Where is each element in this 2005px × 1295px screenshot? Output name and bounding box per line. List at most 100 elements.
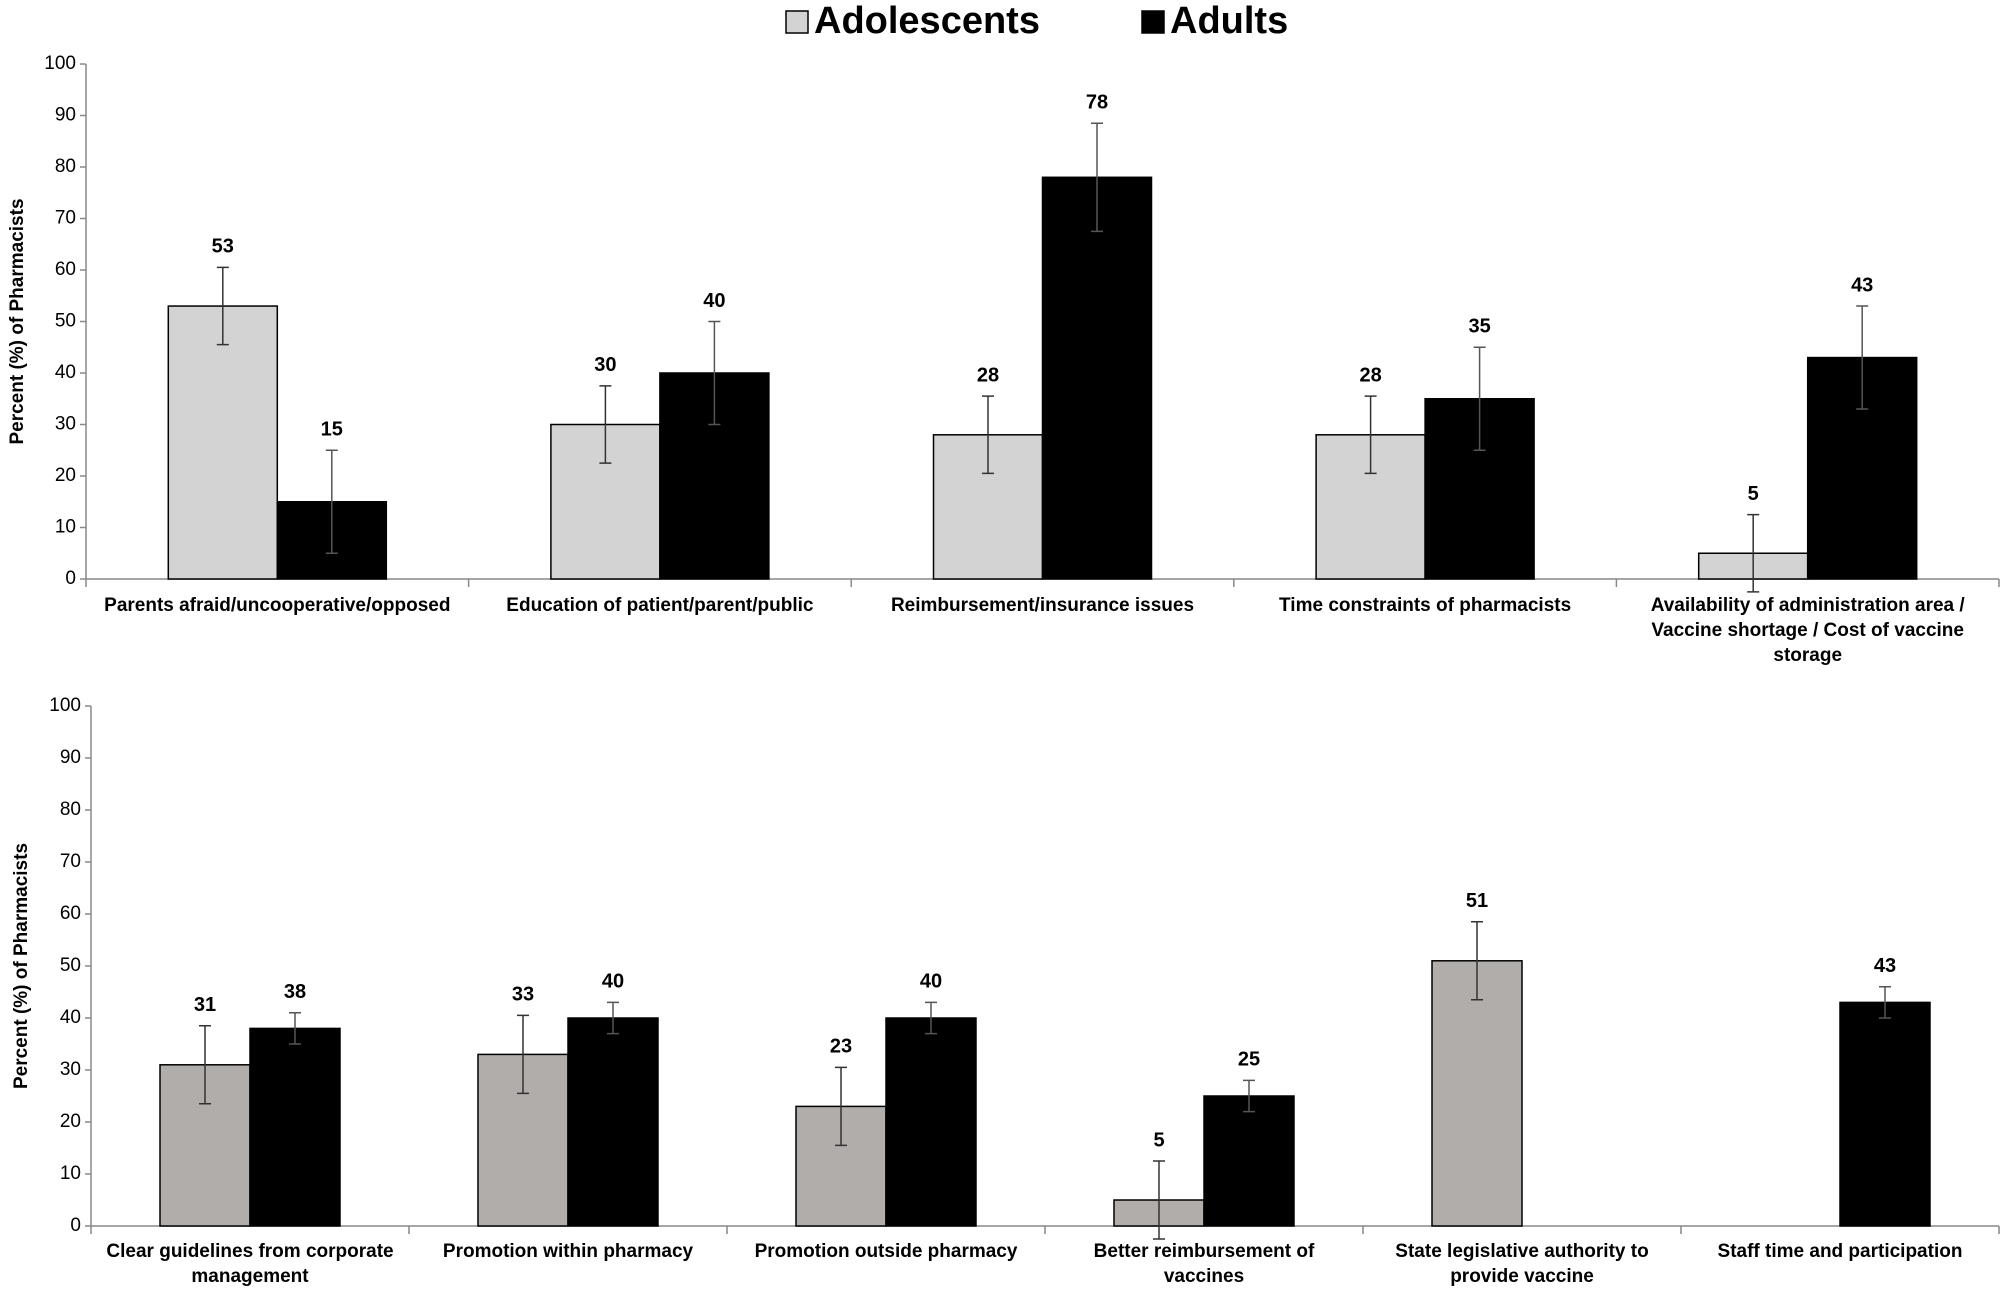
- bar: [1041, 176, 1153, 580]
- bar: [1203, 1095, 1295, 1227]
- text-line: Vaccine shortage / Cost of vaccine: [1651, 620, 1964, 641]
- x-tick-label: Clear guidelines from corporate managemen…: [106, 1241, 393, 1287]
- y-axis-label: Percent (%) of Pharmacists: [7, 198, 28, 444]
- value-label: 51: [1466, 890, 1488, 912]
- x-tick-label: Promotion outside pharmacy: [755, 1241, 1018, 1262]
- value-label: 43: [1874, 955, 1896, 977]
- value-label: 5: [1748, 483, 1759, 505]
- x-tick-label: Staff time and participation: [1718, 1241, 1963, 1262]
- value-label: 25: [1238, 1049, 1260, 1071]
- y-tick-label: 40: [55, 362, 76, 383]
- error-bar: [1856, 305, 1869, 410]
- y-tick-label: 10: [60, 1163, 81, 1184]
- bar: [567, 1017, 659, 1227]
- y-tick-label: 50: [60, 955, 81, 976]
- y-tick-label: 80: [60, 799, 81, 820]
- text-line: Promotion outside pharmacy: [755, 1241, 1018, 1262]
- legend-label: Adolescents: [814, 0, 1040, 42]
- error-bar: [607, 1001, 619, 1035]
- error-bar: [982, 395, 994, 475]
- bar: [167, 305, 279, 580]
- text-line: Staff time and participation: [1718, 1241, 1963, 1262]
- error-bar: [1473, 346, 1486, 451]
- y-tick-label: 80: [55, 156, 76, 177]
- error-bar: [517, 1014, 529, 1095]
- x-tick-label: Better reimbursement of vaccines: [1094, 1241, 1315, 1287]
- error-bar: [1153, 1160, 1165, 1240]
- bar: [1839, 1001, 1931, 1227]
- error-bar: [1243, 1079, 1255, 1113]
- text-line: management: [191, 1266, 309, 1287]
- value-label: 43: [1851, 274, 1873, 296]
- y-tick-label: 100: [44, 53, 76, 74]
- chart: Percent (%) of Pharmacists 0 10 20 30 40 50 60 7…: [7, 53, 2000, 666]
- y-tick-label: 30: [60, 1059, 81, 1080]
- text-line: Parents afraid/uncooperative/opposed: [104, 595, 450, 616]
- text-line: Education of patient/parent/public: [506, 595, 814, 616]
- error-bar: [1364, 395, 1377, 475]
- value-label: 35: [1468, 316, 1490, 338]
- y-tick-label: 20: [55, 465, 76, 486]
- error-bar: [599, 385, 612, 464]
- x-tick-label: Reimbursement/insurance issues: [891, 595, 1194, 616]
- y-tick-label: 90: [60, 747, 81, 768]
- y-tick-label: 50: [55, 311, 76, 332]
- x-tick-label: State legislative authority to provide va…: [1395, 1241, 1648, 1287]
- y-tick-label: 70: [60, 851, 81, 872]
- text-line: vaccines: [1164, 1266, 1244, 1287]
- y-tick-label: 60: [55, 259, 76, 280]
- error-bar: [708, 320, 721, 426]
- text-line: storage: [1773, 645, 1842, 666]
- value-label: 15: [321, 419, 343, 441]
- error-bar: [1879, 986, 1891, 1019]
- y-tick-label: 30: [55, 414, 76, 435]
- value-label: 40: [703, 290, 725, 312]
- value-label: 40: [920, 971, 942, 993]
- value-label: 78: [1086, 92, 1108, 114]
- x-tick-label: Education of patient/parent/public: [506, 595, 814, 616]
- y-tick-label: 10: [55, 517, 76, 538]
- text-line: Better reimbursement of: [1094, 1241, 1315, 1262]
- value-label: 28: [1359, 364, 1381, 386]
- x-tick-label: Availability of administration area / Vac…: [1651, 595, 1966, 666]
- error-bar: [199, 1025, 211, 1105]
- chart: Percent (%) of Pharmacists 0 10 20 30 40 50 60 7…: [11, 695, 2000, 1287]
- value-label: 30: [594, 354, 616, 376]
- error-bar: [216, 266, 229, 346]
- text-line: provide vaccine: [1450, 1266, 1594, 1287]
- error-bar: [325, 449, 338, 554]
- x-tick-label: Promotion within pharmacy: [443, 1241, 694, 1262]
- legend-label: Adults: [1170, 0, 1288, 42]
- y-tick-label: 60: [60, 903, 81, 924]
- value-label: 40: [602, 971, 624, 993]
- error-bar: [1747, 513, 1760, 593]
- y-tick-label: 0: [65, 568, 76, 589]
- x-tick-label: Time constraints of pharmacists: [1279, 595, 1571, 616]
- value-label: 5: [1153, 1129, 1164, 1151]
- y-tick-label: 70: [55, 208, 76, 229]
- legend-swatch: [785, 10, 809, 34]
- y-tick-label: 100: [49, 695, 81, 716]
- bar: [1431, 960, 1523, 1227]
- legend-swatch: [1141, 10, 1165, 34]
- y-tick-label: 90: [55, 105, 76, 126]
- value-label: 53: [212, 236, 234, 258]
- y-axis-label: Percent (%) of Pharmacists: [11, 843, 32, 1089]
- value-label: 33: [512, 984, 534, 1006]
- value-label: 38: [284, 981, 306, 1003]
- error-bar: [835, 1066, 847, 1147]
- y-tick-label: 40: [60, 1007, 81, 1028]
- text-line: Clear guidelines from corporate: [106, 1241, 393, 1262]
- bar: [249, 1027, 341, 1227]
- text-line: Availability of administration area /: [1651, 595, 1966, 616]
- text-line: State legislative authority to: [1395, 1241, 1648, 1262]
- value-label: 31: [194, 994, 216, 1016]
- error-bar: [925, 1001, 937, 1035]
- x-tick-label: Parents afraid/uncooperative/opposed: [104, 595, 450, 616]
- value-label: 28: [977, 364, 999, 386]
- y-tick-label: 0: [70, 1215, 81, 1236]
- y-tick-label: 20: [60, 1111, 81, 1132]
- text-line: Time constraints of pharmacists: [1279, 595, 1571, 616]
- error-bar: [1091, 122, 1103, 233]
